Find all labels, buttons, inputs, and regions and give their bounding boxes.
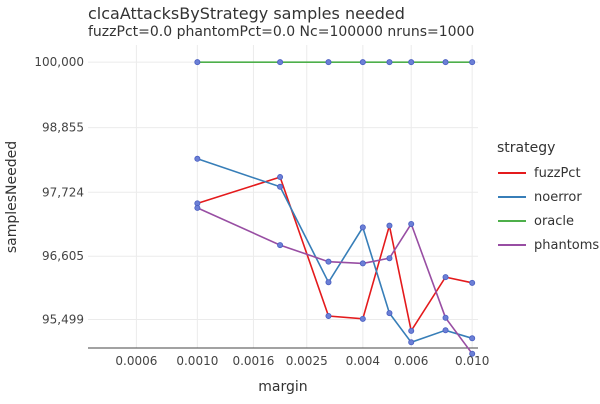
data-point-oracle [325, 59, 332, 66]
data-point-fuzzPct [408, 327, 415, 334]
data-point-noerror [386, 310, 393, 317]
data-point-oracle [194, 59, 201, 66]
data-point-phantoms [359, 260, 366, 267]
x-tick-label: 0.006 [394, 354, 428, 368]
data-point-fuzzPct [442, 274, 449, 281]
data-point-fuzzPct [469, 279, 476, 286]
x-tick-label: 0.0006 [115, 354, 157, 368]
data-point-oracle [469, 59, 476, 66]
data-point-oracle [386, 59, 393, 66]
data-point-phantoms [194, 204, 201, 211]
data-point-phantoms [469, 350, 476, 357]
x-tick-label: 0.010 [455, 354, 489, 368]
data-point-phantoms [442, 314, 449, 321]
data-point-noerror [408, 339, 415, 346]
legend-title: strategy [497, 140, 555, 156]
y-tick-label: 100,000 [34, 55, 84, 69]
x-tick-label: 0.0025 [286, 354, 328, 368]
legend-label-phantoms: phantoms [534, 238, 599, 253]
series-line-fuzzPct [197, 176, 473, 333]
data-point-noerror [469, 335, 476, 342]
chart-title: clcaAttacksByStrategy samples needed [88, 4, 405, 23]
data-point-oracle [359, 59, 366, 66]
y-tick-label: 96,605 [42, 249, 84, 263]
data-point-noerror [277, 183, 284, 190]
data-point-phantoms [408, 220, 415, 227]
data-point-noerror [194, 155, 201, 162]
axes: 0.0006 0.0010 0.0016 0.0025 0.004 0.006 0.010 9… [34, 55, 489, 368]
data-point-phantoms [277, 242, 284, 249]
legend-label-fuzzPct: fuzzPct [534, 166, 581, 181]
data-point-oracle [277, 59, 284, 66]
y-tick-label: 97,724 [42, 185, 84, 199]
series-line-phantoms [197, 207, 473, 355]
data-point-noerror [442, 327, 449, 334]
data-point-oracle [408, 59, 415, 66]
data-point-noerror [325, 279, 332, 286]
legend: fuzzPct noerror oracle phantoms [498, 166, 599, 253]
x-tick-label: 0.004 [346, 354, 380, 368]
data-point-fuzzPct [359, 315, 366, 322]
data-point-phantoms [386, 255, 393, 262]
y-tick-label: 95,499 [42, 312, 84, 326]
data-point-noerror [359, 224, 366, 231]
x-axis-label: margin [258, 379, 307, 395]
chart-subtitle: fuzzPct=0.0 phantomPct=0.0 Nc=100000 nru… [88, 24, 474, 40]
data-point-fuzzPct [277, 174, 284, 181]
data-point-oracle [442, 59, 449, 66]
x-tick-label: 0.0010 [176, 354, 218, 368]
data-point-fuzzPct [386, 222, 393, 229]
legend-label-noerror: noerror [534, 190, 582, 205]
grid [88, 45, 478, 348]
data-point-phantoms [325, 258, 332, 265]
y-axis-label: samplesNeeded [4, 141, 20, 253]
x-tick-label: 0.0016 [232, 354, 274, 368]
legend-label-oracle: oracle [534, 214, 574, 229]
series-line-noerror [197, 158, 473, 344]
series-layer [194, 59, 476, 357]
y-tick-label: 98,855 [42, 121, 84, 135]
data-point-fuzzPct [325, 312, 332, 319]
